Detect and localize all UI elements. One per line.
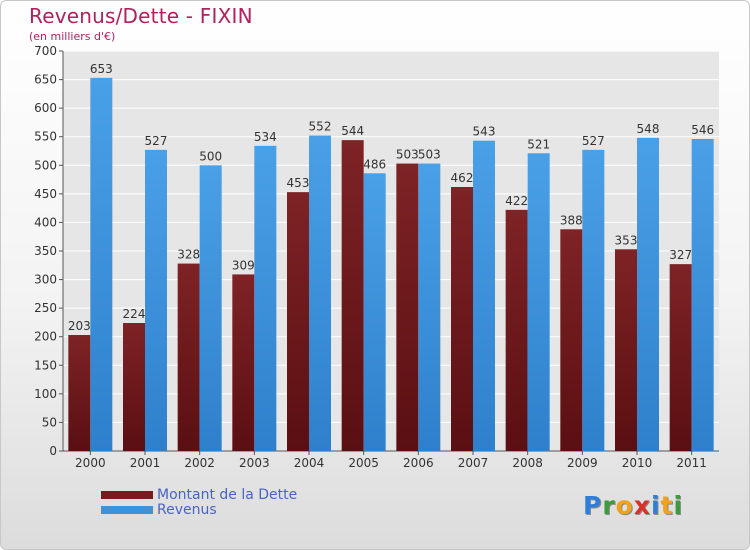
- x-tick-label: 2005: [348, 456, 379, 470]
- y-tick-label: 350: [34, 244, 57, 258]
- data-label-dette: 224: [123, 307, 146, 321]
- legend-label-dette: Montant de la Dette: [157, 486, 298, 503]
- bar-dette: [396, 163, 419, 452]
- data-label-dette: 544: [341, 124, 364, 138]
- y-tick-label: 50: [42, 415, 57, 429]
- x-tick-label: 2004: [294, 456, 325, 470]
- logo-letter: x: [633, 491, 651, 520]
- legend-swatch-revenus: [101, 505, 153, 514]
- bar-dette: [669, 264, 692, 451]
- data-label-dette: 503: [396, 148, 419, 162]
- bar-revenus: [254, 145, 277, 451]
- logo-letter: i: [651, 491, 661, 520]
- data-label-dette: 328: [177, 248, 200, 262]
- y-tick-label: 600: [34, 101, 57, 115]
- bar-revenus: [418, 163, 441, 452]
- data-label-revenus: 653: [90, 62, 113, 76]
- logo-letter: r: [602, 491, 616, 520]
- data-label-revenus: 500: [199, 149, 222, 163]
- data-label-revenus: 527: [145, 134, 168, 148]
- data-label-dette: 309: [232, 258, 255, 272]
- data-label-dette: 353: [615, 233, 638, 247]
- data-label-revenus: 543: [473, 125, 496, 139]
- y-tick-label: 500: [34, 158, 57, 172]
- bar-revenus: [309, 135, 331, 452]
- y-tick-label: 700: [34, 44, 57, 58]
- data-label-dette: 327: [669, 248, 692, 262]
- legend-swatch-dette: [101, 490, 153, 499]
- proxiti-logo: Proxiti: [583, 491, 683, 520]
- bar-revenus: [199, 165, 222, 452]
- data-label-revenus: 486: [363, 157, 386, 171]
- data-label-revenus: 527: [582, 134, 605, 148]
- y-tick-label: 550: [34, 130, 57, 144]
- data-label-revenus: 548: [637, 122, 660, 136]
- data-label-dette: 422: [505, 194, 528, 208]
- data-label-revenus: 521: [527, 137, 550, 151]
- data-label-dette: 453: [287, 176, 310, 190]
- x-tick-label: 2003: [239, 456, 270, 470]
- data-label-dette: 203: [68, 319, 91, 333]
- data-label-revenus: 503: [418, 148, 441, 162]
- y-tick-label: 650: [34, 73, 57, 87]
- y-tick-label: 250: [34, 301, 57, 315]
- legend-label-revenus: Revenus: [157, 501, 217, 518]
- bar-revenus: [637, 137, 659, 451]
- x-tick-label: 2001: [130, 456, 161, 470]
- bar-revenus: [691, 139, 714, 451]
- bar-dette: [505, 209, 528, 451]
- bar-dette: [287, 192, 309, 451]
- bar-revenus: [363, 173, 386, 452]
- bar-dette: [177, 263, 200, 451]
- bar-dette: [68, 335, 91, 451]
- x-tick-label: 2011: [676, 456, 707, 470]
- legend-item-revenus: Revenus: [101, 501, 297, 518]
- legend: Montant de la Dette Revenus: [101, 486, 298, 518]
- x-tick-label: 2006: [403, 456, 434, 470]
- y-tick-label: 200: [34, 330, 57, 344]
- x-tick-label: 2007: [458, 456, 489, 470]
- bar-revenus: [90, 77, 113, 451]
- chart-subtitle: (en milliers d'€): [29, 30, 116, 43]
- data-label-revenus: 552: [309, 120, 332, 134]
- data-label-dette: 462: [451, 171, 474, 185]
- bar-dette: [341, 140, 364, 451]
- data-label-revenus: 534: [254, 130, 277, 144]
- logo-letter: i: [673, 491, 684, 520]
- logo-letter: t: [660, 491, 674, 520]
- logo-letter: o: [615, 491, 634, 520]
- bar-dette: [232, 274, 255, 451]
- bar-dette: [560, 229, 583, 451]
- data-label-dette: 388: [560, 213, 583, 227]
- bar-dette: [451, 187, 473, 451]
- legend-item-dette: Montant de la Dette: [101, 486, 298, 503]
- x-tick-label: 2000: [75, 456, 106, 470]
- bar-dette: [615, 249, 637, 451]
- x-tick-label: 2009: [567, 456, 598, 470]
- y-tick-label: 0: [49, 444, 57, 458]
- x-tick-label: 2002: [184, 456, 215, 470]
- x-tick-label: 2008: [512, 456, 543, 470]
- data-label-revenus: 546: [691, 123, 714, 137]
- bar-dette: [123, 323, 145, 451]
- bar-revenus: [145, 149, 167, 451]
- y-tick-label: 450: [34, 187, 57, 201]
- logo-letter: P: [583, 491, 603, 520]
- chart-title: Revenus/Dette - FIXIN: [29, 4, 253, 28]
- x-tick-label: 2010: [622, 456, 653, 470]
- bar-revenus: [527, 153, 550, 452]
- y-tick-label: 400: [34, 215, 57, 229]
- y-tick-label: 300: [34, 273, 57, 287]
- y-tick-label: 150: [34, 358, 57, 372]
- bar-revenus: [582, 149, 605, 451]
- y-tick-label: 100: [34, 387, 57, 401]
- bar-revenus: [473, 140, 495, 451]
